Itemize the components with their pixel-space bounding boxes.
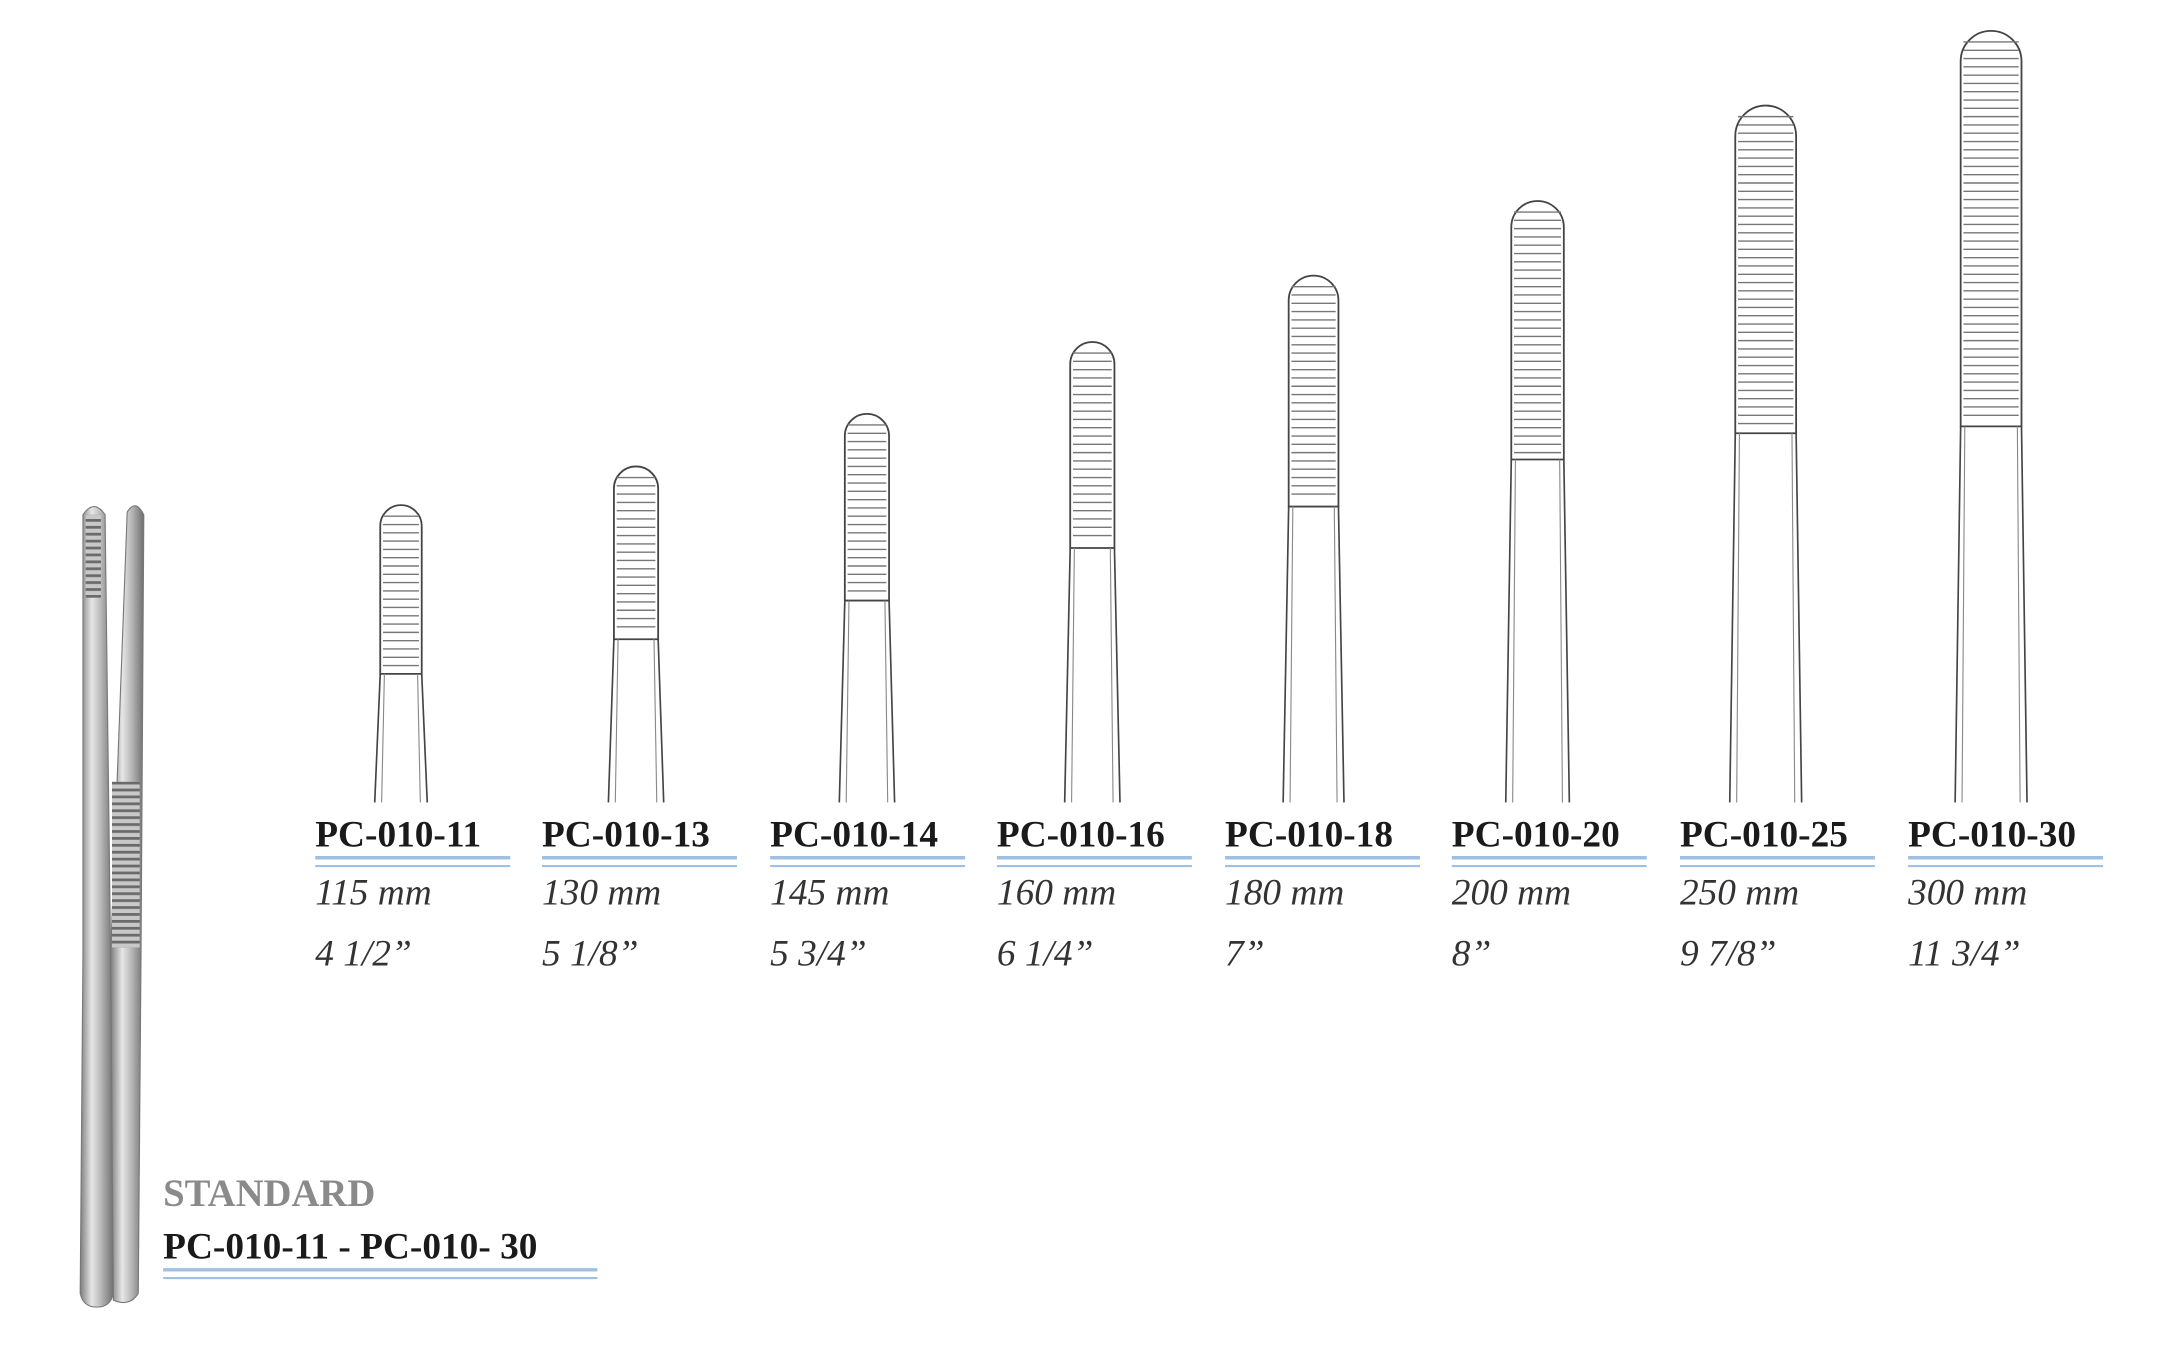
- size-inch: 6 1/4”: [997, 934, 1093, 975]
- size-inch: 7”: [1225, 934, 1264, 975]
- shaft: [1961, 426, 1966, 803]
- shaft: [1559, 459, 1563, 803]
- shaft: [845, 600, 850, 803]
- shaft: [381, 673, 385, 803]
- size-mm: 300 mm: [1907, 873, 2027, 914]
- shaft: [1071, 548, 1075, 803]
- shaft: [2020, 426, 2028, 803]
- shaft: [1791, 433, 1796, 803]
- shaft: [1954, 426, 1962, 803]
- instrument: [838, 413, 896, 803]
- shaft: [657, 639, 665, 803]
- size-inch: 9 7/8”: [1680, 934, 1776, 975]
- instrument: [1063, 341, 1121, 803]
- shaft: [1109, 548, 1114, 803]
- size-mm: 200 mm: [1452, 873, 1571, 914]
- tip-outline: [1734, 104, 1798, 435]
- product-code: PC-010-16: [997, 815, 1165, 856]
- shaft: [888, 600, 896, 803]
- shaft: [607, 639, 615, 803]
- shaft: [1289, 506, 1294, 803]
- size-inch: 4 1/2”: [315, 934, 411, 975]
- shaft: [1337, 506, 1345, 803]
- product-code: PC-010-11: [315, 815, 481, 856]
- series-label: STANDARD: [163, 1173, 375, 1215]
- series-range: PC-010-11 - PC-010- 30: [163, 1227, 537, 1268]
- tip-outline: [1510, 200, 1565, 461]
- product-code: PC-010-25: [1680, 815, 1848, 856]
- instrument: [1282, 274, 1345, 803]
- instrument: [1504, 200, 1571, 803]
- product-code: PC-010-13: [542, 815, 710, 856]
- shaft: [1333, 506, 1338, 803]
- size-inch: 8”: [1452, 934, 1491, 975]
- instrument: [607, 465, 665, 803]
- product-code: PC-010-14: [770, 815, 938, 856]
- shaft: [417, 673, 421, 803]
- shaft: [1728, 433, 1737, 803]
- shaft: [838, 600, 846, 803]
- size-inch: 11 3/4”: [1908, 934, 2020, 975]
- shaft: [2016, 426, 2021, 803]
- product-code: PC-010-20: [1452, 815, 1620, 856]
- shaft: [653, 639, 658, 803]
- instrument: [1728, 104, 1803, 803]
- shaft: [614, 639, 619, 803]
- tip-outline: [1959, 30, 2023, 428]
- size-mm: 145 mm: [770, 873, 889, 914]
- shaft: [420, 673, 429, 803]
- size-mm: 250 mm: [1680, 873, 1799, 914]
- instrument: [373, 504, 429, 803]
- size-mm: 180 mm: [1225, 873, 1344, 914]
- shaft: [1113, 548, 1121, 803]
- tip-outline: [1287, 274, 1340, 508]
- size-mm: 130 mm: [542, 873, 661, 914]
- shaft: [884, 600, 889, 803]
- product-code: PC-010-18: [1225, 815, 1393, 856]
- instrument: [1954, 30, 2028, 803]
- shaft: [1562, 459, 1571, 803]
- size-inch: 5 1/8”: [542, 934, 638, 975]
- size-mm: 160 mm: [997, 873, 1116, 914]
- shaft: [1063, 548, 1072, 803]
- shaft: [1504, 459, 1513, 803]
- shaft: [1736, 433, 1740, 803]
- shaft: [1512, 459, 1516, 803]
- shaft: [1795, 433, 1803, 803]
- shaft: [373, 673, 382, 803]
- shaft: [1282, 506, 1290, 803]
- product-code: PC-010-30: [1908, 815, 2076, 856]
- standard-forceps: [79, 505, 145, 1308]
- size-mm: 115 mm: [315, 873, 431, 914]
- size-inch: 5 3/4”: [770, 934, 866, 975]
